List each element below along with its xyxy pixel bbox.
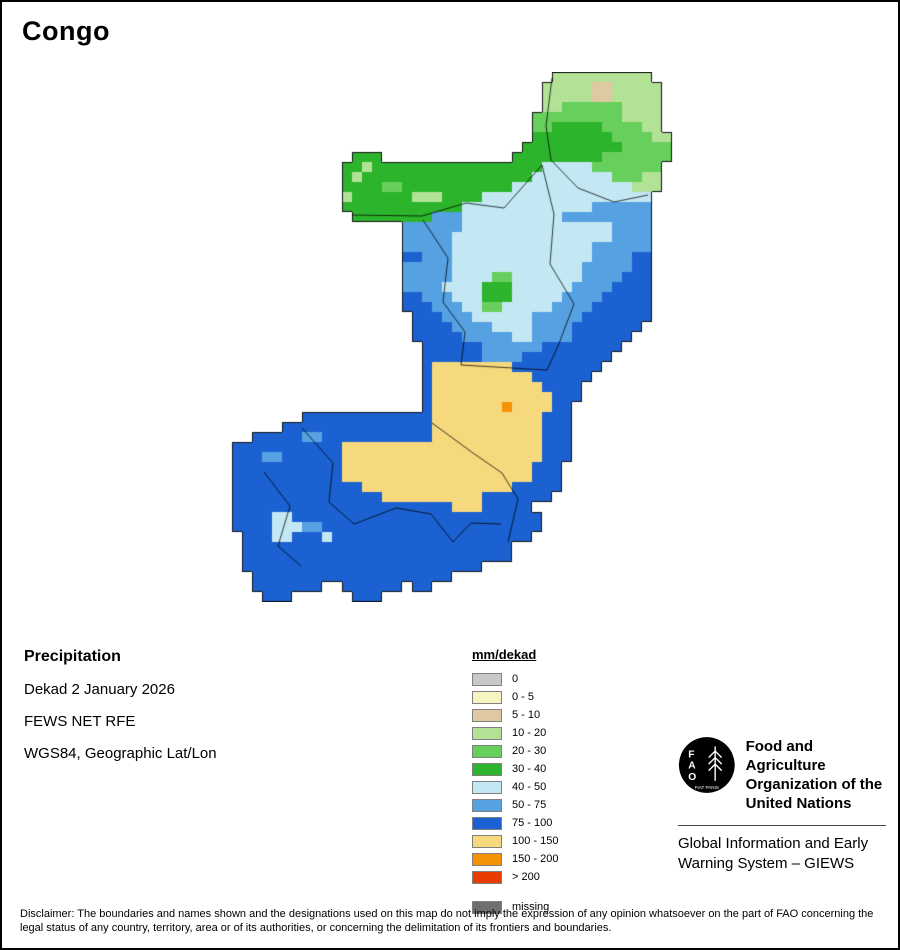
legend-swatch [472, 780, 502, 794]
legend-item: 20 - 30 [472, 742, 558, 760]
legend-swatch [472, 852, 502, 866]
info-dekad: Dekad 2 January 2026 [24, 681, 175, 698]
legend-item: 30 - 40 [472, 760, 558, 778]
legend-item: 150 - 200 [472, 850, 558, 868]
legend-item: 50 - 75 [472, 796, 558, 814]
legend-item: 100 - 150 [472, 832, 558, 850]
legend-label: 30 - 40 [512, 763, 547, 775]
info-heading: Precipitation [24, 648, 121, 665]
legend-label: 50 - 75 [512, 799, 547, 811]
legend-item: 0 - 5 [472, 688, 558, 706]
footer-divider [678, 825, 886, 826]
legend-item: > 200 [472, 868, 558, 886]
legend-label: > 200 [512, 871, 540, 883]
fao-letter-a: A [688, 761, 696, 772]
legend-swatch [472, 672, 502, 686]
legend-item-missing: missing [472, 898, 558, 916]
fao-block: F A O FIAT PANIS Food and Agriculture Or… [678, 734, 886, 874]
wheat-grains-icon [708, 750, 723, 772]
legend: mm/dekad 0 0 - 5 5 - 10 10 - 20 20 - 30 30 - … [472, 647, 558, 916]
legend-missing-swatch [472, 900, 502, 914]
legend-swatch [472, 726, 502, 740]
info-source: FEWS NET RFE [24, 713, 136, 730]
legend-label: 100 - 150 [512, 835, 559, 847]
fao-logo-icon: F A O FIAT PANIS [678, 737, 735, 793]
legend-item: 0 [472, 670, 558, 688]
legend-swatch [472, 690, 502, 704]
legend-item: 75 - 100 [472, 814, 558, 832]
fao-name-line: Organization of the [745, 776, 883, 793]
legend-label: 20 - 30 [512, 745, 547, 757]
legend-label: 40 - 50 [512, 781, 547, 793]
legend-label: 75 - 100 [512, 817, 553, 829]
precipitation-map [222, 72, 692, 602]
fao-name: Food and Agriculture Organization of the… [746, 737, 886, 813]
giews-text: Global Information and Early Warning Sys… [678, 834, 886, 874]
legend-swatch [472, 744, 502, 758]
legend-title: mm/dekad [472, 647, 537, 662]
giews-line: Warning System – GIEWS [678, 855, 855, 872]
page-title: Congo [22, 16, 110, 46]
legend-swatch [472, 870, 502, 884]
legend-label: 0 - 5 [512, 691, 535, 703]
legend-label: 0 [512, 673, 519, 685]
info-projection: WGS84, Geographic Lat/Lon [24, 745, 217, 762]
legend-item: 40 - 50 [472, 778, 558, 796]
legend-item: 5 - 10 [472, 706, 558, 724]
legend-swatch [472, 708, 502, 722]
fao-name-line: United Nations [745, 795, 852, 812]
legend-swatch [472, 762, 502, 776]
legend-label: 150 - 200 [512, 853, 559, 865]
legend-items: 0 0 - 5 5 - 10 10 - 20 20 - 30 30 - 40 40 - 50… [472, 670, 558, 886]
map-info-block: Precipitation Dekad 2 January 2026 FEWS … [24, 648, 217, 777]
legend-swatch [472, 834, 502, 848]
fao-letter-o: O [688, 772, 696, 783]
legend-swatch [472, 816, 502, 830]
fao-name-line: Food and Agriculture [745, 738, 826, 774]
legend-missing-label: missing [512, 901, 550, 913]
giews-line: Global Information and Early [678, 835, 869, 852]
legend-swatch [472, 798, 502, 812]
legend-label: 5 - 10 [512, 709, 541, 721]
fao-motto: FIAT PANIS [695, 785, 719, 790]
legend-item: 10 - 20 [472, 724, 558, 742]
legend-label: 10 - 20 [512, 727, 547, 739]
disclaimer-text: Disclaimer: The boundaries and names sho… [20, 908, 874, 934]
fao-letter-f: F [688, 750, 694, 761]
